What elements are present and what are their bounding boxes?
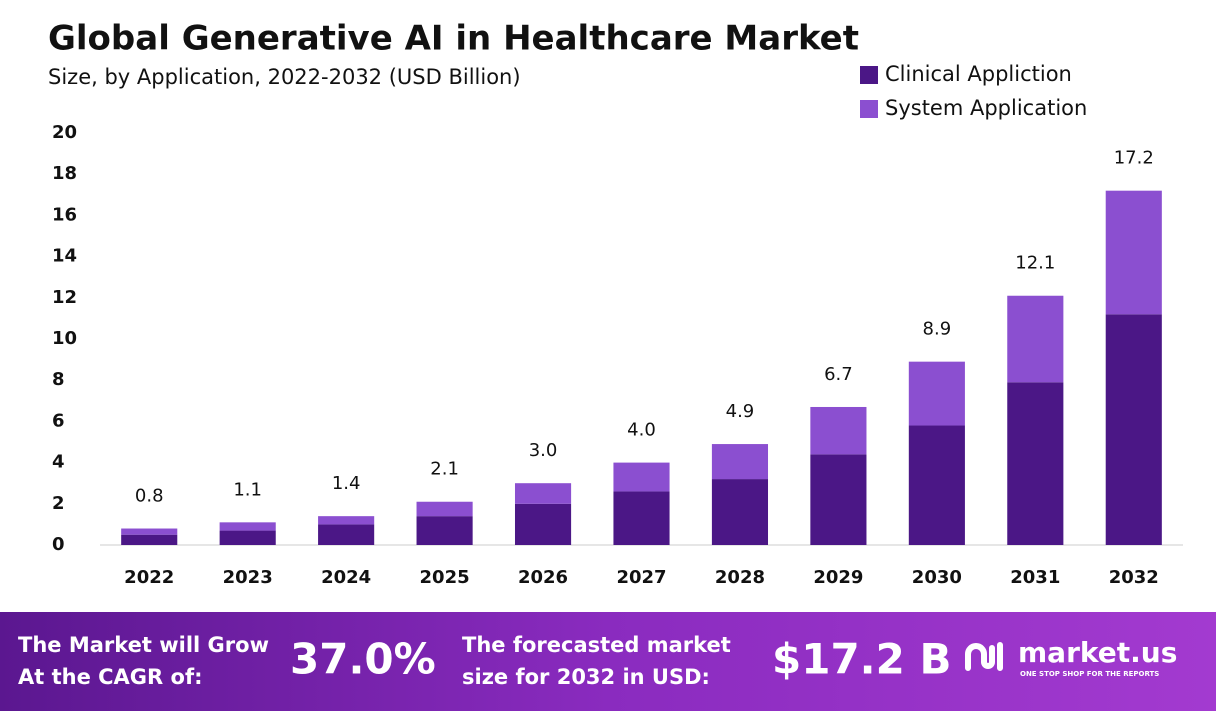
y-tick-label: 12: [52, 287, 77, 308]
y-tick-label: 8: [52, 369, 65, 390]
total-label: 2.1: [430, 459, 459, 480]
bar-segment: [416, 501, 473, 517]
bar-segment: [613, 462, 670, 492]
total-label: 4.0: [627, 420, 656, 441]
footer-forecast: $17.2 B: [772, 635, 951, 684]
y-tick-label: 4: [52, 452, 65, 473]
y-tick-label: 0: [52, 534, 65, 555]
bar-segment: [613, 491, 670, 545]
brand-logo: [965, 642, 1003, 671]
y-tick-label: 2: [52, 493, 65, 514]
x-tick-label: 2032: [1109, 567, 1159, 588]
bar-segment: [416, 516, 473, 545]
legend-label: Clinical Appliction: [885, 62, 1072, 86]
chart-title: Global Generative AI in Healthcare Marke…: [48, 19, 859, 59]
legend-label: System Application: [885, 96, 1087, 120]
bar-segment: [1007, 382, 1064, 545]
brand-name: market.us: [1018, 636, 1177, 669]
x-tick-label: 2028: [715, 567, 765, 588]
bar-segment: [711, 479, 769, 545]
bar-segment: [1105, 314, 1162, 545]
bar-segment: [318, 516, 375, 525]
bar-segment: [121, 534, 178, 545]
total-label: 3.0: [529, 440, 558, 461]
bar-segment: [514, 503, 572, 545]
footer-text: The Market will Grow: [18, 633, 269, 657]
bar-segment: [908, 361, 965, 426]
total-label: 8.9: [923, 319, 952, 340]
bar-segment: [514, 483, 572, 504]
x-tick-label: 2029: [813, 567, 863, 588]
y-tick-label: 6: [52, 410, 65, 431]
x-tick-label: 2022: [124, 567, 174, 588]
total-label: 12.1: [1015, 253, 1055, 274]
x-tick-label: 2031: [1010, 567, 1060, 588]
x-tick-label: 2026: [518, 567, 568, 588]
bar-segment: [219, 530, 276, 545]
legend-swatch: [860, 66, 878, 84]
footer-text: The forecasted market: [462, 633, 731, 657]
chart-subtitle: Size, by Application, 2022-2032 (USD Bil…: [48, 65, 521, 89]
y-tick-label: 18: [52, 163, 77, 184]
total-label: 6.7: [824, 364, 853, 385]
bar-segment: [1105, 190, 1162, 315]
legend: Clinical Appliction System Application: [860, 62, 1087, 120]
x-tick-label: 2025: [420, 567, 470, 588]
x-tick-label: 2023: [223, 567, 273, 588]
legend-swatch: [860, 100, 878, 118]
x-tick-label: 2027: [616, 567, 666, 588]
footer-cagr: 37.0%: [290, 635, 436, 684]
bar-segment: [810, 406, 867, 455]
footer-text: size for 2032 in USD:: [462, 665, 710, 689]
bar-segment: [908, 425, 965, 545]
bar-segment: [711, 444, 769, 480]
total-label: 1.4: [332, 473, 361, 494]
x-tick-label: 2030: [912, 567, 962, 588]
y-tick-label: 14: [52, 246, 77, 267]
footer-text: At the CAGR of:: [18, 665, 203, 689]
total-label: 17.2: [1114, 148, 1154, 169]
y-tick-label: 20: [52, 122, 77, 143]
bar-segment: [1007, 295, 1064, 383]
footer-banner: [0, 612, 1216, 711]
total-label: 4.9: [726, 401, 755, 422]
bar-segment: [121, 528, 178, 535]
total-label: 0.8: [135, 486, 164, 507]
total-label: 1.1: [233, 479, 262, 500]
x-tick-label: 2024: [321, 567, 371, 588]
bar-segment: [318, 524, 375, 545]
bar-segment: [810, 454, 867, 545]
y-tick-label: 16: [52, 204, 77, 225]
bar-segment: [219, 522, 276, 531]
brand-tagline: ONE STOP SHOP FOR THE REPORTS: [1020, 670, 1159, 678]
y-tick-label: 10: [52, 328, 77, 349]
